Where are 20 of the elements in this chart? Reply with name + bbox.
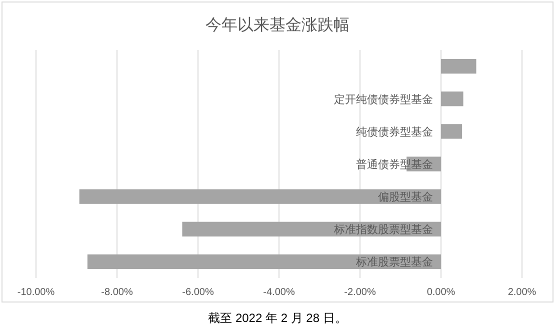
text: 截至 2022 年 2 月 28 日。: [208, 311, 347, 325]
x-tick-label: -10.00%: [17, 287, 55, 298]
y-tick-label: 纯债债券型基金: [356, 125, 433, 138]
y-tick-label: 定开纯债债券型基金: [334, 92, 433, 106]
y-tick-label: 标准股票型基金: [355, 256, 433, 269]
y-tick-label: 普通债券型基金: [356, 158, 433, 171]
bar: [87, 254, 441, 270]
x-tick-label: -2.00%: [344, 287, 376, 298]
bar: [441, 92, 464, 106]
bar: [441, 58, 476, 74]
bar: [441, 124, 462, 139]
x-tick-label: 0.00%: [426, 287, 456, 298]
y-tick-label: 标准指数股票型基金: [333, 223, 433, 236]
bar: [79, 189, 441, 204]
y-tick-label: 偏股型基金: [378, 190, 433, 204]
chart-title: 今年以来基金涨跌幅: [206, 16, 350, 34]
x-tick-label: 2.00%: [508, 287, 536, 298]
x-tick-label: -8.00%: [101, 287, 133, 298]
x-tick-label: -6.00%: [182, 287, 214, 298]
x-tick-label: -4.00%: [263, 287, 295, 298]
